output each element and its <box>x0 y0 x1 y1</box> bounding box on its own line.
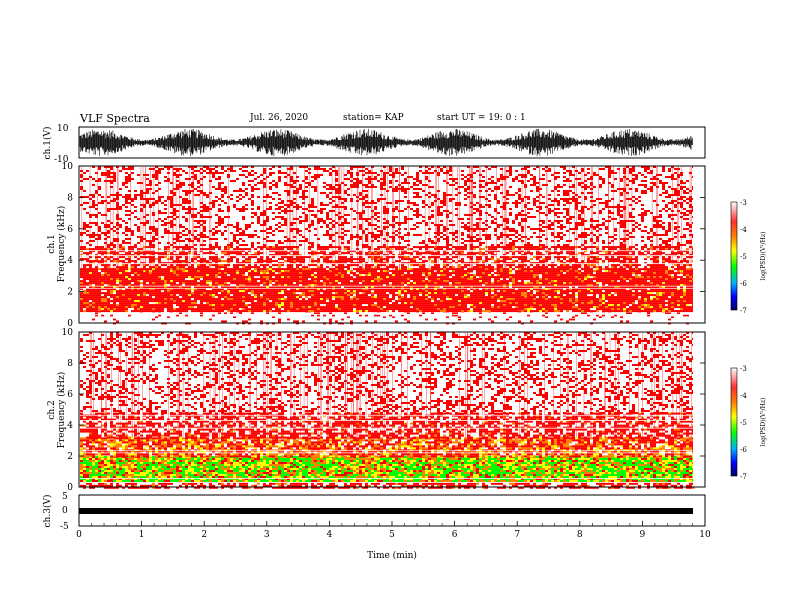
cb2-tick-m3: -3 <box>740 365 747 373</box>
x-tick-label: 7 <box>514 530 520 540</box>
spec-ytick-label: 8 <box>67 193 73 203</box>
cb2-label: log(PSD)(V²/Hz) <box>760 398 767 447</box>
spec-ytick-label: 4 <box>67 256 73 266</box>
cb1-tick-m6: -6 <box>740 280 747 288</box>
spec-ytick-label: 2 <box>67 288 73 298</box>
x-tick-label: 5 <box>389 530 395 540</box>
cb2-tick-m6: -6 <box>740 446 747 454</box>
ch1-spec-ylabel-b: Frequency (kHz) <box>56 206 67 283</box>
ch3-ytick-top: 5 <box>62 492 68 502</box>
ch1-waveform-panel: 10 -10 ch.1(V) <box>42 124 705 165</box>
spec-ytick-label: 6 <box>67 390 73 400</box>
spec-ytick-label: 8 <box>67 359 73 369</box>
x-tick-label: 2 <box>201 530 207 540</box>
x-tick-label: 9 <box>640 530 646 540</box>
cb1-tick-m5: -5 <box>740 253 747 261</box>
ch3-waveform-band <box>79 508 693 514</box>
ch1-ylabel: ch.1(V) <box>42 127 53 160</box>
ch2-spec-ylabel-b: Frequency (kHz) <box>56 372 67 449</box>
spec-ytick-label: 4 <box>67 421 73 431</box>
ch1-colorbar: -3 -4 -5 -6 -7 log(PSD)(V²/Hz) <box>731 199 767 315</box>
cb1-tick-m4: -4 <box>740 226 747 234</box>
ch3-waveform-panel: 5 0 -5 ch.3(V) 0 1 2 3 4 5 6 7 8 9 10 Time (min) <box>42 492 711 561</box>
x-axis-label: Time (min) <box>367 550 417 561</box>
ch3-ytick-bottom: -5 <box>60 522 69 532</box>
cb2-tick-m7: -7 <box>740 473 747 481</box>
cb1-label: log(PSD)(V²/Hz) <box>760 232 767 281</box>
ch2-colorbar: -3 -4 -5 -6 -7 log(PSD)(V²/Hz) <box>731 365 767 481</box>
ch2-spec-ylabel-a: ch.2 <box>47 400 57 419</box>
ch3-ytick-mid: 0 <box>62 506 68 516</box>
spec-ytick-label: 10 <box>62 328 74 338</box>
spec-ytick-label: 6 <box>67 225 73 235</box>
ch1-ytick-top: 10 <box>57 124 69 134</box>
spec-ytick-label: 10 <box>62 162 74 172</box>
x-tick-label: 0 <box>76 530 82 540</box>
spec-ytick-label: 2 <box>67 452 73 462</box>
ch3-ylabel: ch.3(V) <box>42 495 53 528</box>
cb2-tick-m5: -5 <box>740 419 747 427</box>
x-tick-label: 8 <box>577 530 583 540</box>
cb1-tick-m3: -3 <box>740 199 747 207</box>
vlf-figure: 10 -10 ch.1(V) 0246810 ch.1 Frequency (k… <box>0 0 792 612</box>
x-tick-label: 4 <box>327 530 333 540</box>
x-tick-label: 1 <box>139 530 145 540</box>
x-tick-label: 6 <box>452 530 458 540</box>
x-tick-label: 10 <box>699 530 711 540</box>
spec-ytick-label: 0 <box>67 483 73 493</box>
cb1-tick-m7: -7 <box>740 307 747 315</box>
ch1-spec-ylabel-a: ch.1 <box>47 234 57 253</box>
x-tick-label: 3 <box>264 530 270 540</box>
cb2-tick-m4: -4 <box>740 392 747 400</box>
ch2-spectrogram-panel: 0 2 4 6 8 10 ch.2 Frequency (kHz) <box>47 328 705 493</box>
